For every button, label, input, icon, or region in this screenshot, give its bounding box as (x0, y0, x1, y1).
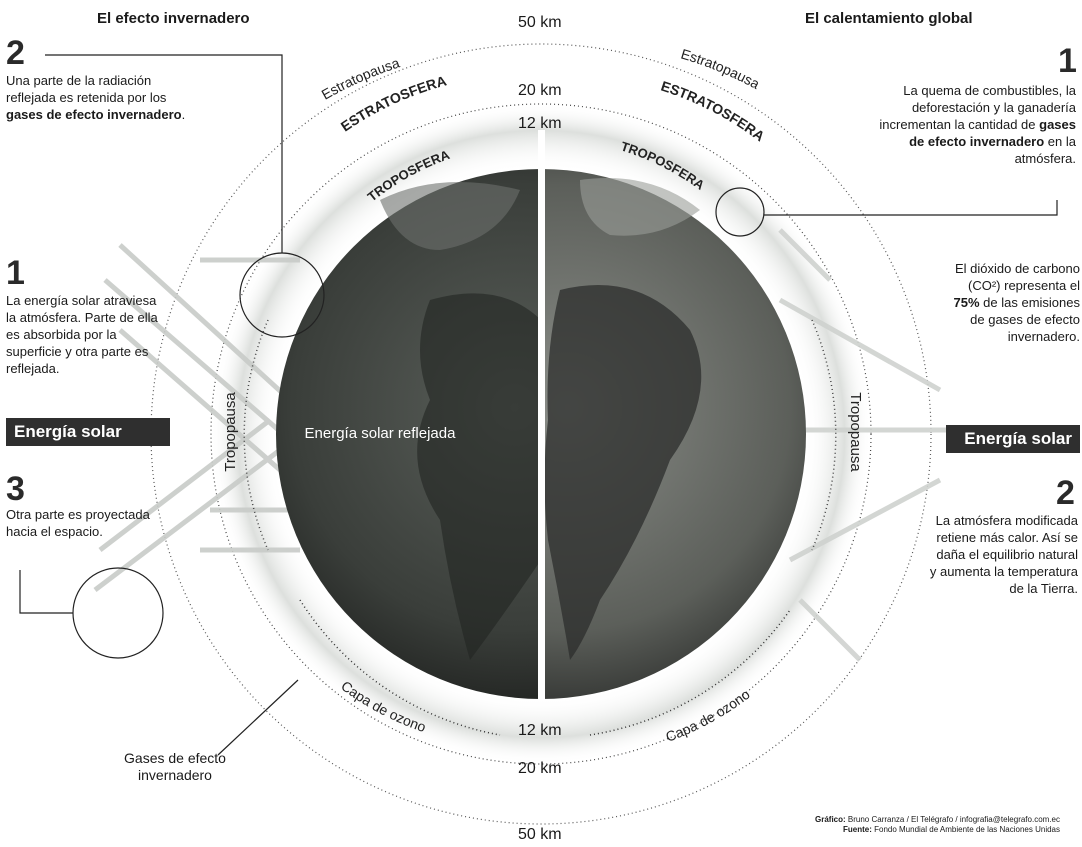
credits: Gráfico: Bruno Carranza / El Telégrafo /… (815, 815, 1060, 834)
left-step2-number: 2 (6, 34, 25, 72)
callout-line-3-left (19, 570, 73, 614)
tropopausa-right-label: Tropopausa (847, 392, 864, 472)
energia-reflejada-label: Energía solar reflejada (305, 425, 457, 442)
right-title: El calentamiento global (805, 10, 973, 27)
left-step1-text: La energía solar atraviesa la atmósfera.… (6, 293, 158, 376)
right-step2-number: 2 (1056, 474, 1075, 512)
gases-leader-line (217, 679, 299, 756)
solar-rays-right (778, 228, 950, 662)
km-12-bottom: 12 km (518, 722, 562, 739)
km-50-bottom: 50 km (518, 826, 562, 843)
left-title: El efecto invernadero (97, 10, 250, 27)
south-america-left (417, 293, 541, 660)
right-step2-text: La atmósfera modificada retiene más calo… (929, 513, 1078, 596)
right-step1-number: 1 (1058, 42, 1077, 80)
gases-invernadero-label: Gases de efecto invernadero (124, 750, 226, 783)
km-50-top: 50 km (518, 14, 562, 31)
right-energia-solar-badge: Energía solar (946, 425, 1080, 453)
left-step3-text: Otra parte es proyectada hacia el espaci… (6, 507, 150, 539)
estratopausa-right-label: Estratopausa (679, 46, 762, 93)
callout-line-2-left (45, 54, 283, 253)
center-divider (538, 130, 545, 700)
solar-rays-left (93, 243, 300, 592)
km-20-top: 20 km (518, 82, 562, 99)
right-step1-text: La quema de combustibles, la deforestaci… (879, 83, 1076, 166)
callout-circle-3-left (72, 567, 164, 659)
co2-text: El dióxido de carbono (CO²) representa e… (953, 261, 1080, 344)
callout-line-1-right (764, 200, 1058, 216)
south-america-right (544, 285, 702, 660)
km-20-bottom: 20 km (518, 760, 562, 777)
left-energia-solar-badge: Energía solar (6, 418, 170, 446)
left-step3-number: 3 (6, 470, 25, 508)
callout-circle-1-right (715, 187, 765, 237)
ozone-left-line (299, 599, 501, 736)
left-step1-number: 1 (6, 254, 25, 292)
km-12-top: 12 km (518, 115, 562, 132)
tropopausa-left-label: Tropopausa (222, 392, 239, 472)
left-step2-text: Una parte de la radiación reflejada es r… (6, 73, 186, 122)
